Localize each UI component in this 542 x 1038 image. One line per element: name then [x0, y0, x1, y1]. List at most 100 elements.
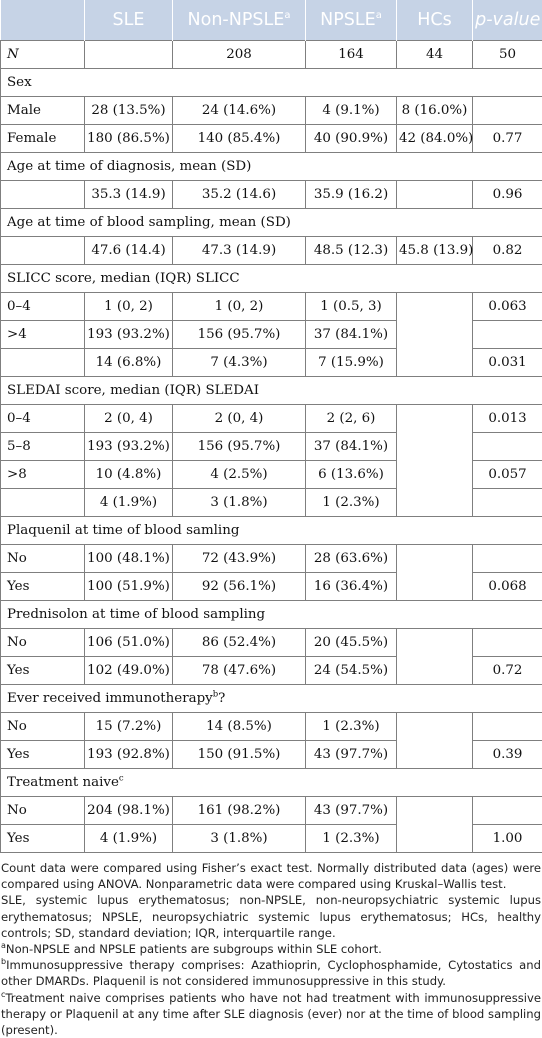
section-immunotherapy: Ever received immunotherapyb? — [1, 685, 542, 713]
cell-sle: 2 (0, 4) — [85, 405, 173, 433]
row-label: No — [1, 713, 85, 741]
row-label — [1, 181, 85, 209]
cell-non-npsle: 156 (95.7%) — [173, 321, 306, 349]
cell-p-value — [473, 433, 542, 461]
row-label: No — [1, 629, 85, 657]
cell-sle: 47.6 (14.4) — [85, 237, 173, 265]
cell-non-npsle: 86 (52.4%) — [173, 629, 306, 657]
cell-npsle: 28 (63.6%) — [306, 545, 397, 573]
cell-npsle: 37 (84.1%) — [306, 321, 397, 349]
cell-npsle: 6 (13.6%) — [306, 461, 397, 489]
note-statistics: Count data were compared using Fisher’s … — [1, 860, 541, 892]
cell-sle: 4 (1.9%) — [85, 489, 173, 517]
table-row: 35.3 (14.9) 35.2 (14.6) 35.9 (16.2) 0.96 — [1, 181, 542, 209]
row-label: Female — [1, 125, 85, 153]
cell-sle: 193 (93.2%) — [85, 321, 173, 349]
cell-sle: 4 (1.9%) — [85, 825, 173, 853]
row-label: Yes — [1, 825, 85, 853]
cell-sle: 204 (98.1%) — [85, 797, 173, 825]
cell-npsle: 16 (36.4%) — [306, 573, 397, 601]
cell-non-npsle: 14 (8.5%) — [173, 713, 306, 741]
row-label: Male — [1, 97, 85, 125]
cell-non-npsle: 7 (4.3%) — [173, 349, 306, 377]
cell-non-npsle: 3 (1.8%) — [173, 489, 306, 517]
section-row: Sex — [1, 69, 542, 97]
section-slicc: SLICC score, median (IQR) SLICC — [1, 265, 542, 293]
cell-npsle: 1 (2.3%) — [306, 489, 397, 517]
note-abbreviations: SLE, systemic lupus erythematosus; non-N… — [1, 892, 541, 941]
table-row: Male 28 (13.5%) 24 (14.6%) 4 (9.1%) 8 (1… — [1, 97, 542, 125]
cell-p-value — [473, 629, 542, 657]
section-treatment-naive-label: Treatment naive — [7, 775, 119, 790]
cell-npsle: 7 (15.9%) — [306, 349, 397, 377]
section-age-diagnosis: Age at time of diagnosis, mean (SD) — [1, 153, 542, 181]
section-row: Age at time of diagnosis, mean (SD) — [1, 153, 542, 181]
table-row: No 15 (7.2%) 14 (8.5%) 1 (2.3%) — [1, 713, 542, 741]
table-row: 47.6 (14.4) 47.3 (14.9) 48.5 (12.3) 45.8… — [1, 237, 542, 265]
section-treatment-naive: Treatment naivec — [1, 769, 542, 797]
cell-hcs-merged — [397, 545, 473, 601]
section-row: Plaquenil at time of blood samling — [1, 517, 542, 545]
cell-npsle: 20 (45.5%) — [306, 629, 397, 657]
header-hcs: HCs — [397, 0, 473, 41]
section-age-blood-sampling: Age at time of blood sampling, mean (SD) — [1, 209, 542, 237]
cell-npsle: 37 (84.1%) — [306, 433, 397, 461]
cell-hcs: 8 (16.0%) — [397, 97, 473, 125]
n-label: N — [1, 41, 85, 69]
header-npsle-label: NPSLE — [320, 10, 376, 30]
cell-npsle: 48.5 (12.3) — [306, 237, 397, 265]
cell-hcs-merged — [397, 629, 473, 685]
cell-non-npsle: 1 (0, 2) — [173, 293, 306, 321]
row-label: Yes — [1, 741, 85, 769]
header-p-value: p-value — [473, 0, 542, 41]
cell-sle: 35.3 (14.9) — [85, 181, 173, 209]
cell-non-npsle: 3 (1.8%) — [173, 825, 306, 853]
note-a-text: Non-NPSLE and NPSLE patients are subgrou… — [6, 942, 382, 956]
cell-p-value: 1.00 — [473, 825, 542, 853]
row-label: No — [1, 545, 85, 573]
n-row: N 208 164 44 50 — [1, 41, 542, 69]
cell-p-value — [473, 321, 542, 349]
cell-p-value: 0.96 — [473, 181, 542, 209]
cell-p-value — [473, 489, 542, 517]
cell-hcs-merged — [397, 713, 473, 769]
section-sledai: SLEDAI score, median (IQR) SLEDAI — [1, 377, 542, 405]
cell-npsle: 40 (90.9%) — [306, 125, 397, 153]
cell-sle: 180 (86.5%) — [85, 125, 173, 153]
row-label: Yes — [1, 573, 85, 601]
section-row: SLICC score, median (IQR) SLICC — [1, 265, 542, 293]
footnote-mark: a — [376, 10, 382, 21]
cell-p-value: 0.013 — [473, 405, 542, 433]
section-plaquenil: Plaquenil at time of blood samling — [1, 517, 542, 545]
table-footnotes: Count data were compared using Fisher’s … — [0, 853, 542, 1038]
n-npsle: 164 — [306, 41, 397, 69]
cell-sle: 102 (49.0%) — [85, 657, 173, 685]
footnote-mark: a — [284, 10, 290, 21]
header-blank — [1, 0, 85, 41]
header-npsle: NPSLEa — [306, 0, 397, 41]
cell-npsle: 1 (2.3%) — [306, 713, 397, 741]
table-row: Female 180 (86.5%) 140 (85.4%) 40 (90.9%… — [1, 125, 542, 153]
cell-non-npsle: 150 (91.5%) — [173, 741, 306, 769]
cell-sle: 1 (0, 2) — [85, 293, 173, 321]
section-prednisolon: Prednisolon at time of blood sampling — [1, 601, 542, 629]
row-label — [1, 349, 85, 377]
table-row: No 204 (98.1%) 161 (98.2%) 43 (97.7%) — [1, 797, 542, 825]
cell-non-npsle: 72 (43.9%) — [173, 545, 306, 573]
table-row: 0–4 1 (0, 2) 1 (0, 2) 1 (0.5, 3) 0.063 — [1, 293, 542, 321]
cell-hcs-merged — [397, 797, 473, 853]
section-sex: Sex — [1, 69, 542, 97]
cell-non-npsle: 35.2 (14.6) — [173, 181, 306, 209]
cell-sle: 28 (13.5%) — [85, 97, 173, 125]
cell-p-value — [473, 797, 542, 825]
row-label: 0–4 — [1, 405, 85, 433]
cell-p-value — [473, 545, 542, 573]
cell-sle: 193 (93.2%) — [85, 433, 173, 461]
cell-npsle: 43 (97.7%) — [306, 797, 397, 825]
cell-npsle: 1 (0.5, 3) — [306, 293, 397, 321]
cell-sle: 10 (4.8%) — [85, 461, 173, 489]
cell-npsle: 1 (2.3%) — [306, 825, 397, 853]
cell-sle: 193 (92.8%) — [85, 741, 173, 769]
note-c-text: Treatment naive comprises patients who h… — [1, 991, 541, 1037]
row-label — [1, 489, 85, 517]
